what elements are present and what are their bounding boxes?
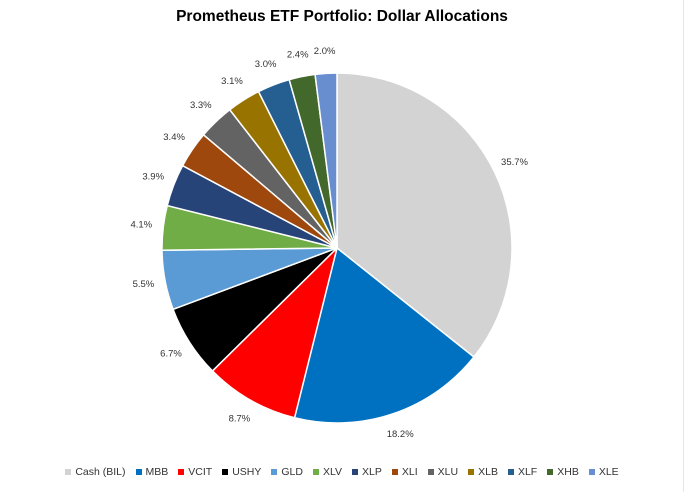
legend-swatch	[178, 469, 185, 475]
pie-slice-vcit	[211, 245, 339, 419]
data-label-xle: 2.0%	[314, 46, 336, 57]
legend-swatch	[547, 469, 554, 475]
legend-item-xlu: XLU	[427, 466, 459, 478]
data-label-cash-bil: 35.7%	[501, 157, 528, 168]
data-label-xhb: 2.4%	[287, 50, 309, 61]
legend-item-xlf: XLF	[507, 466, 538, 478]
legend-label: XLI	[401, 466, 418, 478]
legend-label: XLU	[437, 466, 459, 478]
legend-label: Cash (BIL)	[75, 466, 126, 478]
pie-slice-cash-bil	[336, 72, 513, 359]
legend-label: VCIT	[188, 466, 213, 478]
data-label-gld: 5.5%	[133, 279, 155, 290]
legend-swatch	[271, 469, 278, 475]
data-label-xlf: 3.0%	[255, 59, 277, 70]
legend-item-mbb: MBB	[135, 466, 169, 478]
legend-swatch	[222, 469, 229, 475]
pie-slice-xle	[314, 72, 338, 249]
pie-slice-mbb	[293, 246, 475, 424]
legend-item-vcit: VCIT	[178, 466, 212, 478]
data-label-ushy: 6.7%	[160, 349, 182, 360]
legend-label: GLD	[281, 466, 303, 478]
data-label-xlu: 3.3%	[190, 100, 212, 111]
data-label-xlv: 4.1%	[130, 220, 152, 231]
legend-label: XHB	[557, 466, 579, 478]
legend-label: XLB	[478, 466, 498, 478]
legend-item-xlp: XLP	[352, 466, 382, 478]
data-label-xli: 3.4%	[163, 132, 185, 143]
legend-swatch	[588, 469, 595, 475]
data-label-xlb: 3.1%	[221, 76, 243, 87]
legend-swatch	[391, 469, 398, 475]
data-label-mbb: 18.2%	[387, 429, 414, 440]
legend-label: XLF	[517, 466, 538, 478]
legend-swatch	[427, 469, 434, 475]
legend-swatch	[468, 469, 475, 475]
data-label-vcit: 8.7%	[229, 414, 251, 425]
legend-label: XLP	[362, 466, 382, 478]
legend-item-ushy: USHY	[222, 466, 261, 478]
legend-label: USHY	[232, 466, 262, 478]
legend-swatch	[135, 469, 142, 475]
legend-swatch	[352, 469, 359, 475]
legend-label: XLV	[322, 466, 343, 478]
legend-item-xlb: XLB	[468, 466, 498, 478]
legend-item-cash-bil: Cash (BIL)	[65, 466, 126, 478]
legend-item-xlv: XLV	[312, 466, 343, 478]
data-label-xlp: 3.9%	[142, 172, 164, 183]
legend-swatch	[507, 469, 514, 475]
legend-item-gld: GLD	[271, 466, 303, 478]
legend-swatch	[312, 469, 319, 475]
legend-item-xli: XLI	[391, 466, 418, 478]
legend: Cash (BIL) MBB VCIT USHY GLD XLV XLP XLI XLU XLB X…	[0, 466, 684, 478]
legend-item-xhb: XHB	[547, 466, 579, 478]
legend-label: MBB	[145, 466, 169, 478]
legend-item-xle: XLE	[588, 466, 619, 478]
legend-swatch	[65, 469, 72, 475]
legend-label: XLE	[598, 466, 619, 478]
chart-title: Prometheus ETF Portfolio: Dollar Allocat…	[176, 8, 508, 25]
